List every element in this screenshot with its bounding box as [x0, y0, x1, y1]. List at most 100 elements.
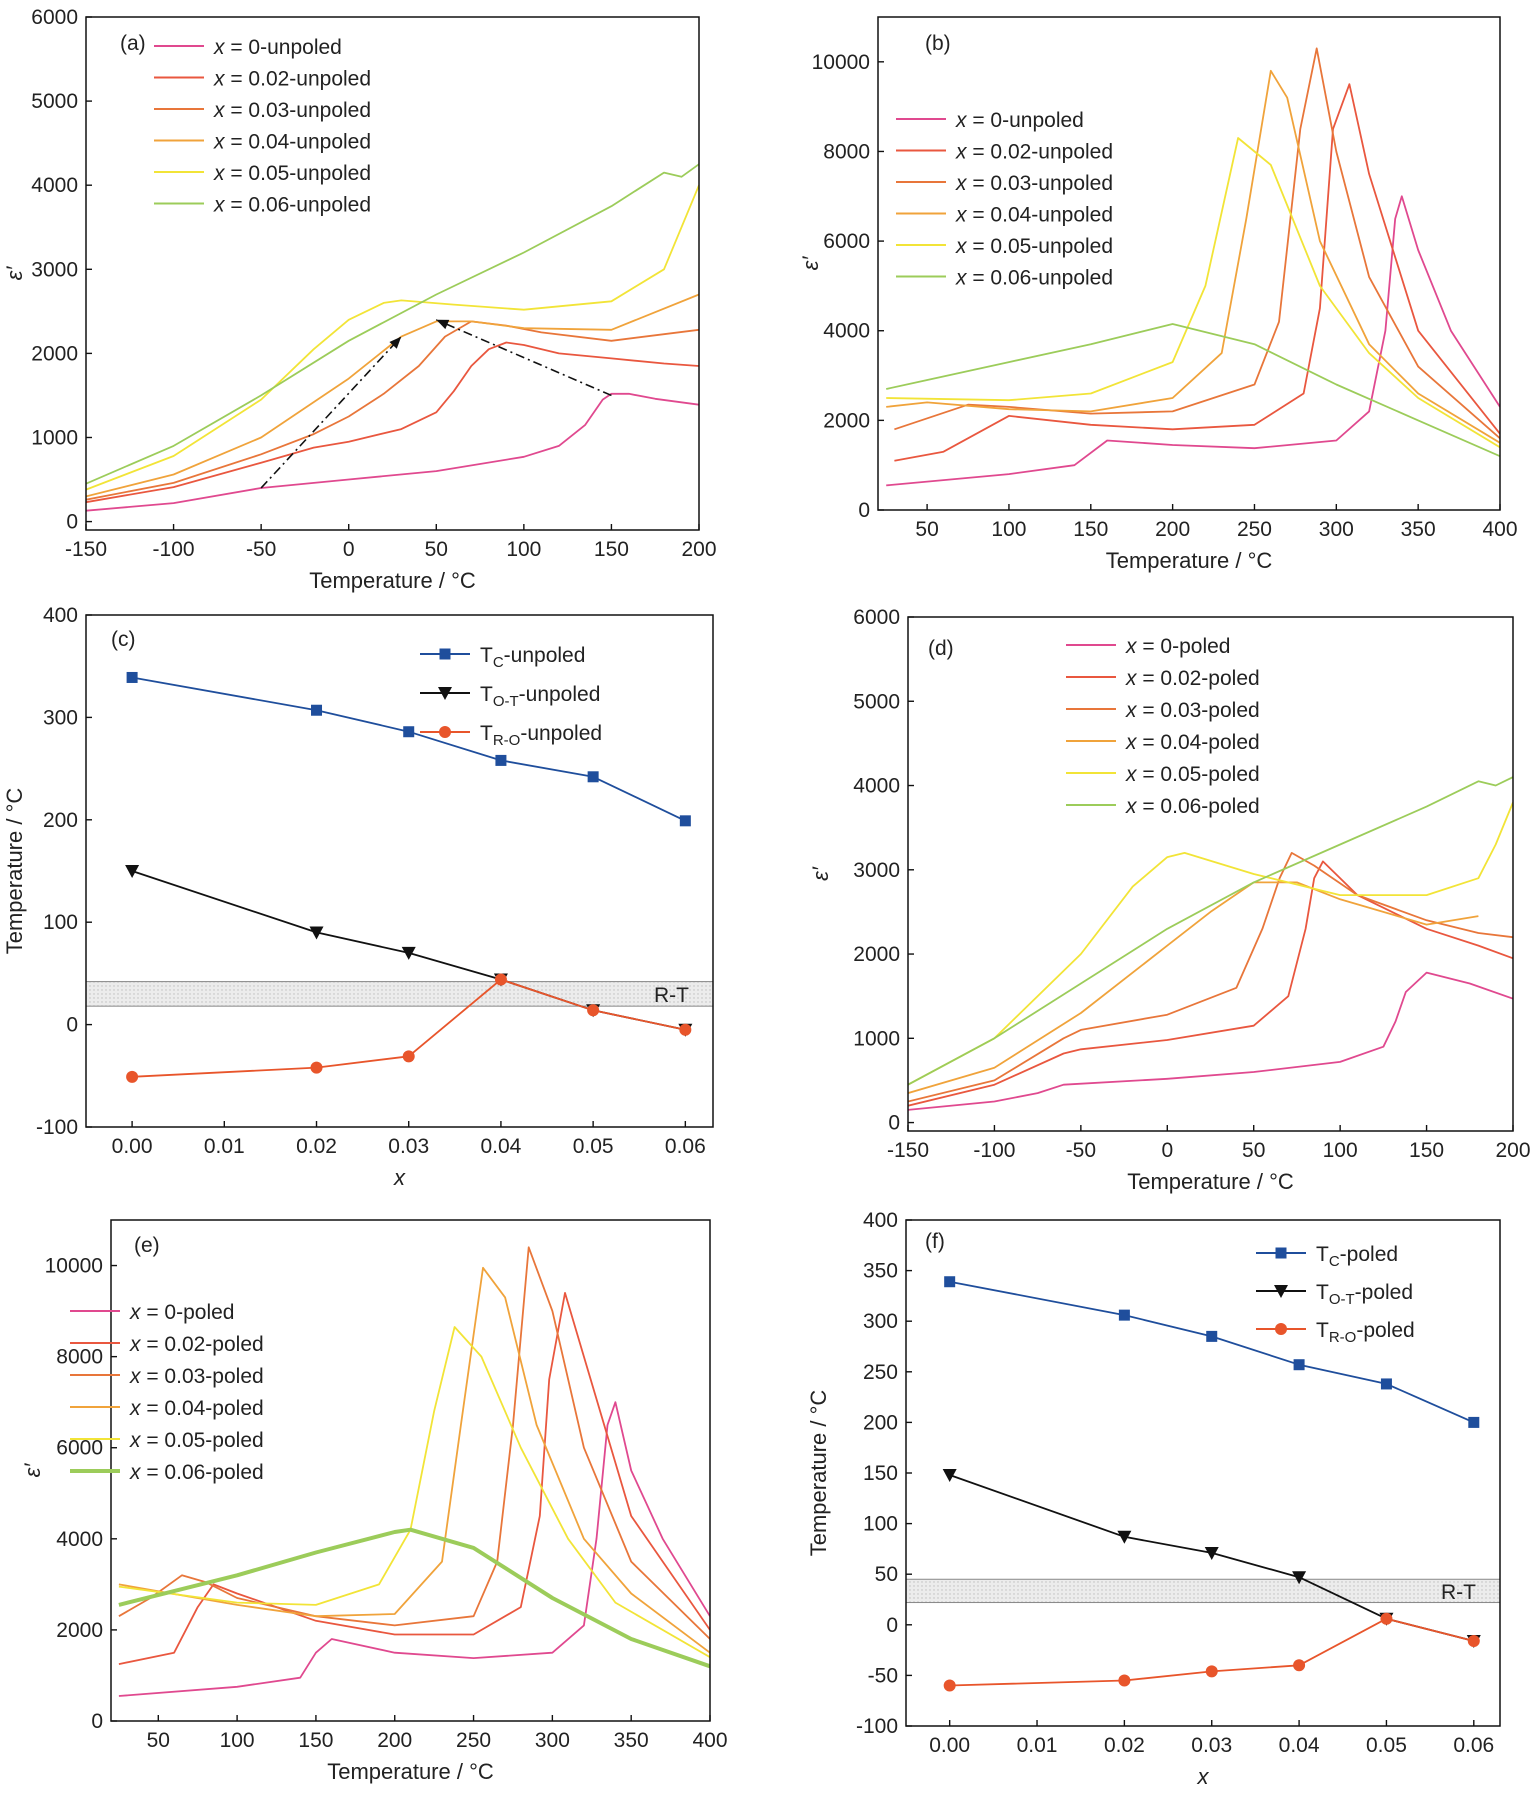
legend-entry: x = 0.02-poled [1066, 667, 1260, 690]
y-tick-label: 2000 [31, 342, 78, 365]
y-tick-label: 100 [43, 911, 78, 934]
y-tick-label: 8000 [56, 1346, 103, 1369]
legend-label: x = 0.05-poled [1125, 763, 1260, 786]
x-tick-label: 400 [1482, 518, 1517, 541]
data-point [125, 865, 140, 878]
series-lines [908, 776, 1513, 1111]
y-tick-label: 3000 [31, 258, 78, 281]
arrow-line-1 [435, 319, 612, 397]
x-tick-label: 50 [915, 518, 938, 541]
data-point [311, 704, 323, 716]
plot-frame [85, 16, 700, 531]
legend-label: x = 0.02-unpoled [955, 141, 1113, 164]
x-tick-label: 100 [506, 538, 541, 561]
x-tick-label: 0.05 [1366, 1734, 1407, 1757]
legend-entry: x = 0.05-poled [70, 1429, 264, 1452]
data-point [1205, 1665, 1218, 1678]
y-tick-label: -100 [856, 1715, 898, 1738]
series-line-4 [908, 802, 1513, 1086]
series-line-3 [886, 69, 1500, 444]
x-tick-label: 200 [1495, 1139, 1530, 1162]
x-tick-label: 100 [220, 1729, 255, 1752]
x-tick-label: 50 [425, 538, 448, 561]
y-axis-label: ε′ [2, 266, 27, 281]
y-tick-label: 6000 [823, 230, 870, 253]
legend-label: x = 0.04-unpoled [213, 131, 371, 154]
legend-label: x = 0.05-poled [129, 1429, 264, 1452]
x-tick-label: -50 [1066, 1139, 1096, 1162]
series-line-0 [118, 1401, 710, 1697]
legend-entry: x = 0.03-unpoled [154, 99, 371, 122]
arrow-head [436, 319, 450, 330]
x-tick-label: -50 [246, 538, 276, 561]
x-axis-label: Temperature / °C [1106, 548, 1273, 573]
legend-label: x = 0.06-poled [129, 1461, 264, 1484]
plot-frame [877, 16, 1501, 511]
series-line-4 [886, 137, 1500, 449]
series-line-0 [131, 676, 686, 822]
y-tick-label: 0 [66, 1014, 78, 1037]
y-tick-label: 10000 [45, 1255, 103, 1278]
data-point [1204, 1546, 1219, 1560]
y-axis-label: ε′ [798, 256, 823, 271]
x-axis-label: Temperature / °C [1127, 1169, 1294, 1194]
data-point [126, 671, 138, 683]
legend-label: x = 0.02-poled [1125, 667, 1260, 690]
x-tick-label: 150 [1073, 518, 1108, 541]
legend-entry: x = 0.04-unpoled [154, 131, 371, 154]
y-tick-label: 150 [863, 1462, 898, 1485]
x-tick-label: 50 [1242, 1139, 1265, 1162]
x-tick-label: 0.02 [1104, 1734, 1145, 1757]
y-tick-label: 250 [863, 1361, 898, 1384]
series-lines [125, 671, 693, 1083]
legend-label: x = 0.02-poled [129, 1333, 264, 1356]
plot-frame [85, 614, 714, 1128]
plot-frame [907, 616, 1514, 1132]
y-tick-label: 50 [875, 1563, 898, 1586]
y-tick-label: 5000 [853, 690, 900, 713]
data-point [1206, 1330, 1218, 1342]
legend-label: TR-O-unpoled [480, 722, 602, 749]
y-tick-label: 0 [66, 511, 78, 534]
data-point [1118, 1309, 1130, 1321]
legend-label: x = 0.03-poled [129, 1365, 264, 1388]
x-tick-label: 0.03 [1191, 1734, 1232, 1757]
series-line-2 [908, 852, 1513, 1103]
y-tick-label: 0 [858, 499, 870, 522]
legend-entry: x = 0.04-poled [70, 1397, 264, 1420]
y-axis-label: Temperature / °C [806, 1390, 831, 1557]
x-tick-label: 200 [681, 538, 716, 561]
legend-entry: TC-poled [1256, 1243, 1398, 1270]
series-lines [886, 47, 1500, 487]
legend-entry: x = 0-poled [70, 1301, 235, 1324]
y-tick-label: 3000 [853, 859, 900, 882]
data-point [943, 1679, 956, 1692]
x-tick-label: 0 [1161, 1139, 1173, 1162]
series-lines [942, 1276, 1481, 1692]
series-line-5 [118, 1527, 710, 1669]
legend-label: x = 0.03-poled [1125, 699, 1260, 722]
data-point [309, 926, 324, 940]
legend-entry: x = 0-unpoled [896, 109, 1084, 132]
x-tick-label: 100 [991, 518, 1026, 541]
y-axis-label: ε′ [808, 866, 833, 881]
legend-entry: x = 0.05-poled [1066, 763, 1260, 786]
y-tick-label: 2000 [853, 943, 900, 966]
legend-marker [439, 648, 451, 660]
y-tick-label: 10000 [812, 51, 870, 74]
series-line-1 [894, 83, 1500, 462]
series-line-5 [86, 163, 699, 485]
x-tick-label: 300 [535, 1729, 570, 1752]
series-line-0 [949, 1280, 1475, 1424]
x-tick-label: 0.04 [1279, 1734, 1320, 1757]
x-tick-label: 200 [1155, 518, 1190, 541]
series-line-1 [908, 860, 1513, 1107]
x-tick-label: 300 [1319, 518, 1354, 541]
legend-label: x = 0-poled [129, 1301, 235, 1324]
legend-label: TO-T-poled [1316, 1281, 1413, 1308]
legend-label: x = 0-unpoled [955, 109, 1084, 132]
y-tick-label: 2000 [56, 1619, 103, 1642]
rt-band [905, 1578, 1501, 1604]
legend-label: x = 0.05-unpoled [955, 235, 1113, 258]
data-point [942, 1469, 957, 1483]
